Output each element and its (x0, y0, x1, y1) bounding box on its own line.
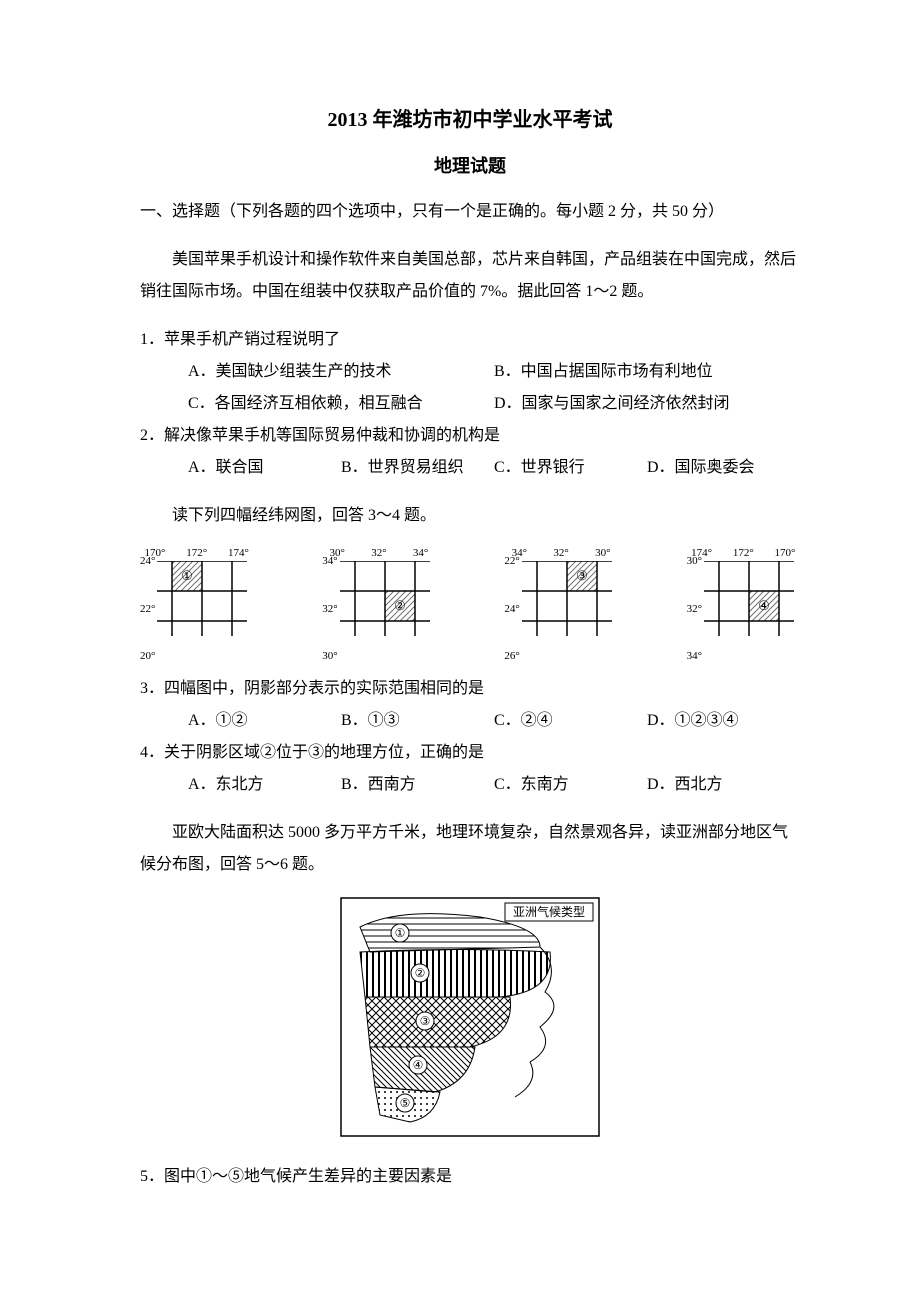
climate-map-svg: 亚洲气候类型 ① ② ③ ④ ⑤ (340, 897, 600, 1137)
svg-text:②: ② (394, 598, 406, 613)
passage-1: 美国苹果手机设计和操作软件来自美国总部，芯片来自韩国，产品组装在中国完成，然后销… (140, 244, 800, 308)
q2-option-c: C．世界银行 (494, 452, 647, 484)
grid-1-left-0: 24° (140, 561, 155, 562)
grid-3-top-2: 30° (588, 548, 618, 559)
grid-4-left-2: 34° (687, 656, 702, 657)
q4-option-d: D．西北方 (647, 769, 800, 801)
grid-3-svg: ③ (522, 561, 618, 657)
svg-text:②: ② (415, 966, 426, 980)
grid-4-top-1: 172° (728, 548, 758, 559)
grid-2-top-1: 32° (364, 548, 394, 559)
svg-text:⑤: ⑤ (400, 1096, 411, 1110)
q3-option-b: B．①③ (341, 705, 494, 737)
subject-title: 地理试题 (140, 148, 800, 184)
grid-3-left-1: 24° (504, 609, 519, 610)
grid-3-left-0: 22° (504, 561, 519, 562)
svg-text:①: ① (395, 926, 406, 940)
passage-2: 亚欧大陆面积达 5000 多万平方千米，地理环境复杂，自然景观各异，读亚洲部分地… (140, 817, 800, 881)
grid-4-left-0: 30° (687, 561, 702, 562)
grid-figures: 170° 172° 174° 24° 22° 20° ① 30° 32° 34°… (140, 548, 800, 657)
grid-4: 174° 172° 170° 30° 32° 34° ④ (687, 548, 800, 657)
climate-map-wrap: 亚洲气候类型 ① ② ③ ④ ⑤ (140, 897, 800, 1149)
q3-stem: 3．四幅图中，阴影部分表示的实际范围相同的是 (140, 673, 800, 705)
q1-option-b: B．中国占据国际市场有利地位 (494, 356, 800, 388)
grid-1: 170° 172° 174° 24° 22° 20° ① (140, 548, 253, 657)
q3-options: A．①② B．①③ C．②④ D．①②③④ (140, 705, 800, 737)
q5-stem: 5．图中①～⑤地气候产生差异的主要因素是 (140, 1161, 800, 1193)
grid-2-svg: ② (340, 561, 436, 657)
q2-options: A．联合国 B．世界贸易组织 C．世界银行 D．国际奥委会 (140, 452, 800, 484)
grid-4-left-1: 32° (687, 609, 702, 610)
grids-intro: 读下列四幅经纬网图，回答 3～4 题。 (140, 500, 800, 532)
q4-option-b: B．西南方 (341, 769, 494, 801)
grid-3-left-2: 26° (504, 656, 519, 657)
section-heading: 一、选择题（下列各题的四个选项中，只有一个是正确的。每小题 2 分，共 50 分… (140, 196, 800, 228)
q3-option-d: D．①②③④ (647, 705, 800, 737)
svg-text:亚洲气候类型: 亚洲气候类型 (513, 904, 585, 919)
q1-stem: 1．苹果手机产销过程说明了 (140, 324, 800, 356)
q4-option-a: A．东北方 (188, 769, 341, 801)
grid-1-top-1: 172° (182, 548, 212, 559)
q1-option-d: D．国家与国家之间经济依然封闭 (494, 388, 800, 420)
exam-title: 2013 年潍坊市初中学业水平考试 (140, 100, 800, 140)
grid-2-left-2: 30° (322, 656, 337, 657)
svg-text:④: ④ (413, 1058, 424, 1072)
q3-option-c: C．②④ (494, 705, 647, 737)
q2-option-d: D．国际奥委会 (647, 452, 800, 484)
grid-2: 30° 32° 34° 34° 32° 30° ② (322, 548, 435, 657)
q2-option-b: B．世界贸易组织 (341, 452, 494, 484)
svg-text:①: ① (182, 568, 194, 583)
q3-option-a: A．①② (188, 705, 341, 737)
q2-option-a: A．联合国 (188, 452, 341, 484)
grid-2-left-1: 32° (322, 609, 337, 610)
q4-stem: 4．关于阴影区域②位于③的地理方位，正确的是 (140, 737, 800, 769)
q4-options: A．东北方 B．西南方 C．东南方 D．西北方 (140, 769, 800, 801)
grid-1-top-2: 174° (223, 548, 253, 559)
grid-3-top-1: 32° (546, 548, 576, 559)
grid-4-svg: ④ (704, 561, 800, 657)
grid-1-left-2: 20° (140, 656, 155, 657)
grid-4-top-2: 170° (770, 548, 800, 559)
svg-text:③: ③ (576, 568, 588, 583)
grid-3: 34° 32° 30° 22° 24° 26° ③ (504, 548, 617, 657)
svg-text:④: ④ (758, 598, 770, 613)
q1-options: A．美国缺少组装生产的技术 B．中国占据国际市场有利地位 C．各国经济互相依赖，… (140, 356, 800, 420)
q1-option-c: C．各国经济互相依赖，相互融合 (188, 388, 494, 420)
grid-1-left-1: 22° (140, 609, 155, 610)
q4-option-c: C．东南方 (494, 769, 647, 801)
grid-2-top-2: 34° (406, 548, 436, 559)
q2-stem: 2．解决像苹果手机等国际贸易仲裁和协调的机构是 (140, 420, 800, 452)
grid-2-left-0: 34° (322, 561, 337, 562)
q1-option-a: A．美国缺少组装生产的技术 (188, 356, 494, 388)
grid-1-svg: ① (157, 561, 253, 657)
svg-text:③: ③ (420, 1014, 431, 1028)
